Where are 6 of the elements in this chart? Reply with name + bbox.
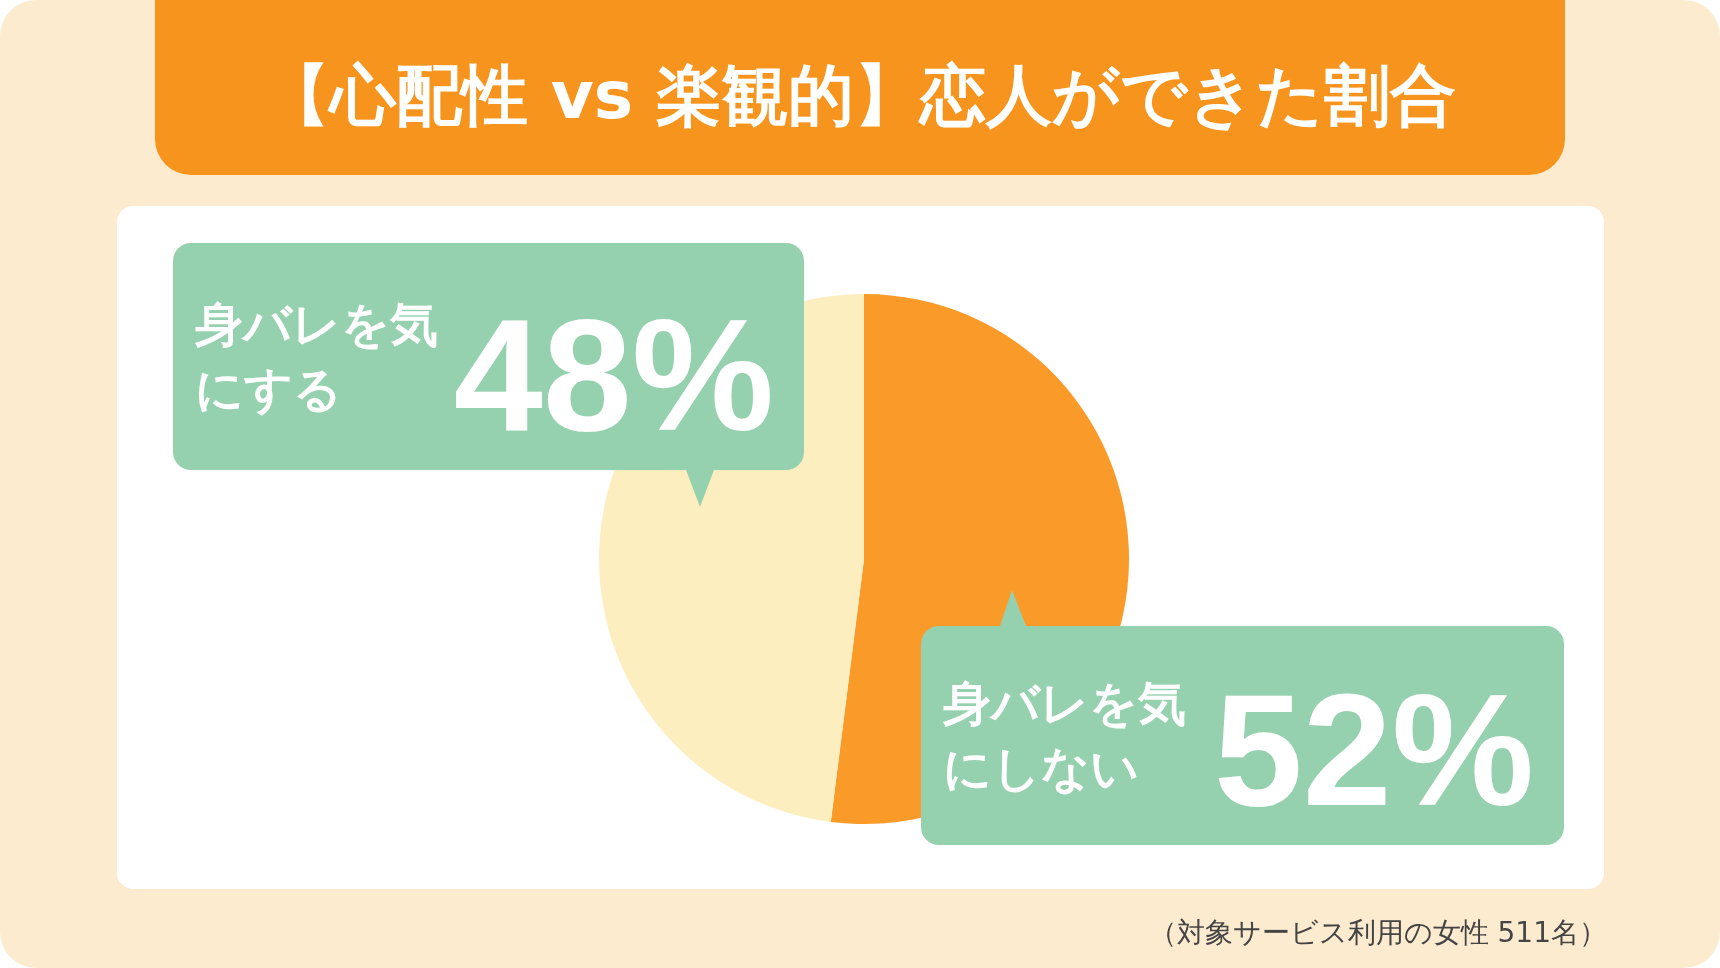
text: （対象サービス利用の女性 511名） [1148,916,1607,949]
data-label: 52% [1213,660,1534,839]
data-label: 48% [453,285,774,464]
chart-title: 【心配性 vs 楽観的】恋人ができた割合 [263,57,1457,134]
slice-label: 身バレを気にしない [943,673,1187,798]
slice-label: 身バレを気にする [195,294,439,419]
